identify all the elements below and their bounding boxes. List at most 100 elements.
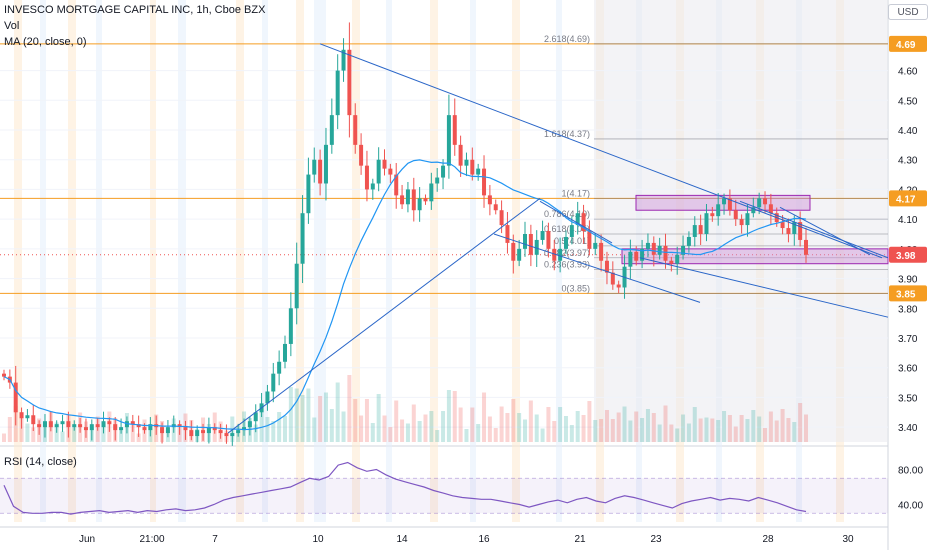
volume-bar: [253, 424, 258, 442]
volume-bar: [370, 423, 375, 442]
volume-bar: [739, 415, 744, 442]
volume-bar: [423, 414, 428, 442]
candle-body: [651, 242, 656, 255]
volume-bar: [288, 387, 293, 442]
candle-body: [148, 424, 153, 431]
volume-bar: [282, 416, 287, 442]
candle-body: [95, 424, 100, 428]
volume-bar: [306, 388, 311, 442]
candle-body: [517, 248, 522, 261]
trend-line: [779, 206, 871, 256]
trend-line: [539, 200, 613, 244]
candle-body: [206, 427, 211, 434]
candle-body: [657, 245, 662, 255]
candle-body: [189, 430, 194, 437]
session-band: [430, 0, 438, 522]
candle-body: [42, 421, 47, 428]
candle-body: [452, 115, 457, 145]
session-band: [386, 0, 392, 522]
volume-bar: [429, 411, 434, 442]
candle-body: [505, 225, 510, 243]
session-band: [352, 0, 360, 522]
candle-body: [628, 251, 633, 267]
candle-body: [382, 159, 387, 169]
price-tick-label: 4.30: [898, 156, 918, 167]
volume-bar: [569, 425, 574, 442]
volume-bar: [452, 391, 457, 442]
candle-body: [675, 254, 680, 264]
candle-body: [411, 189, 416, 211]
volume-bar: [265, 417, 270, 442]
fib-level-label: 2.618(4.69): [544, 34, 590, 44]
candle-body: [160, 427, 165, 434]
volume-bar: [593, 420, 598, 442]
volume-bar: [675, 428, 680, 442]
volume-bar: [364, 399, 369, 442]
candle-body: [423, 198, 428, 202]
candle-body: [727, 198, 732, 211]
volume-bar: [704, 417, 709, 442]
time-tick-label: 30: [842, 534, 854, 545]
candle-body: [306, 174, 311, 214]
rsi-label: RSI (14, close): [4, 456, 77, 468]
trend-line: [493, 233, 701, 303]
price-tag-label: 3.85: [896, 289, 916, 300]
volume-bar: [347, 375, 352, 442]
candle-body: [66, 421, 71, 428]
volume-bar: [499, 406, 504, 442]
candle-body: [733, 210, 738, 220]
time-tick-label: 23: [650, 534, 662, 545]
candle-body: [48, 421, 53, 428]
session-band: [296, 0, 304, 522]
volume-bar: [476, 424, 481, 442]
session-band: [178, 0, 186, 522]
candle-body: [341, 49, 346, 71]
volume-bar: [353, 399, 358, 442]
volume-bar: [563, 416, 568, 442]
volume-bar: [768, 411, 773, 442]
fib-level-label: 1.618(4.37): [544, 129, 590, 139]
candle-body: [698, 225, 703, 234]
volume-bar: [458, 407, 463, 442]
volume-bar: [446, 390, 451, 442]
candle-body: [722, 198, 727, 205]
candle-body: [464, 159, 469, 166]
volume-bar: [681, 414, 686, 442]
candle-body: [604, 260, 609, 273]
volume-bar: [435, 430, 440, 442]
volume-bar: [604, 410, 609, 442]
session-band: [150, 0, 156, 522]
highlight-box: [621, 248, 889, 265]
last-price-tag: [889, 246, 927, 263]
time-tick-label: Jun: [79, 534, 95, 545]
volume-bar: [376, 394, 381, 442]
candle-body: [493, 204, 498, 211]
candle-body: [645, 242, 650, 249]
candle-body: [692, 225, 697, 237]
volume-bar: [645, 409, 650, 442]
volume-bar: [318, 396, 323, 442]
time-tick-label: 14: [396, 534, 408, 545]
rsi-line: [3, 461, 807, 515]
fib-level-label: 1(4.17): [561, 188, 590, 198]
candle-body: [528, 234, 533, 255]
volume-bar: [382, 415, 387, 442]
candle-body: [376, 159, 381, 184]
candle-body: [616, 284, 621, 288]
chart-title: INVESCO MORTGAGE CAPITAL INC, 1h, Cboe B…: [4, 4, 266, 16]
volume-bar: [587, 401, 592, 442]
volume-label: Vol: [4, 20, 20, 32]
price-tick-label: 4.10: [898, 215, 918, 226]
candle-body: [786, 228, 791, 234]
price-tick-label: 3.80: [898, 304, 918, 315]
currency-button[interactable]: USD: [888, 4, 928, 20]
fib-level-label: 0.382(3.97): [544, 248, 590, 258]
candle-body: [552, 248, 557, 261]
volume-bar: [482, 392, 487, 442]
volume-bar: [575, 411, 580, 442]
volume-bar: [119, 429, 124, 442]
candle-body: [681, 245, 686, 255]
candle-body: [558, 248, 563, 261]
